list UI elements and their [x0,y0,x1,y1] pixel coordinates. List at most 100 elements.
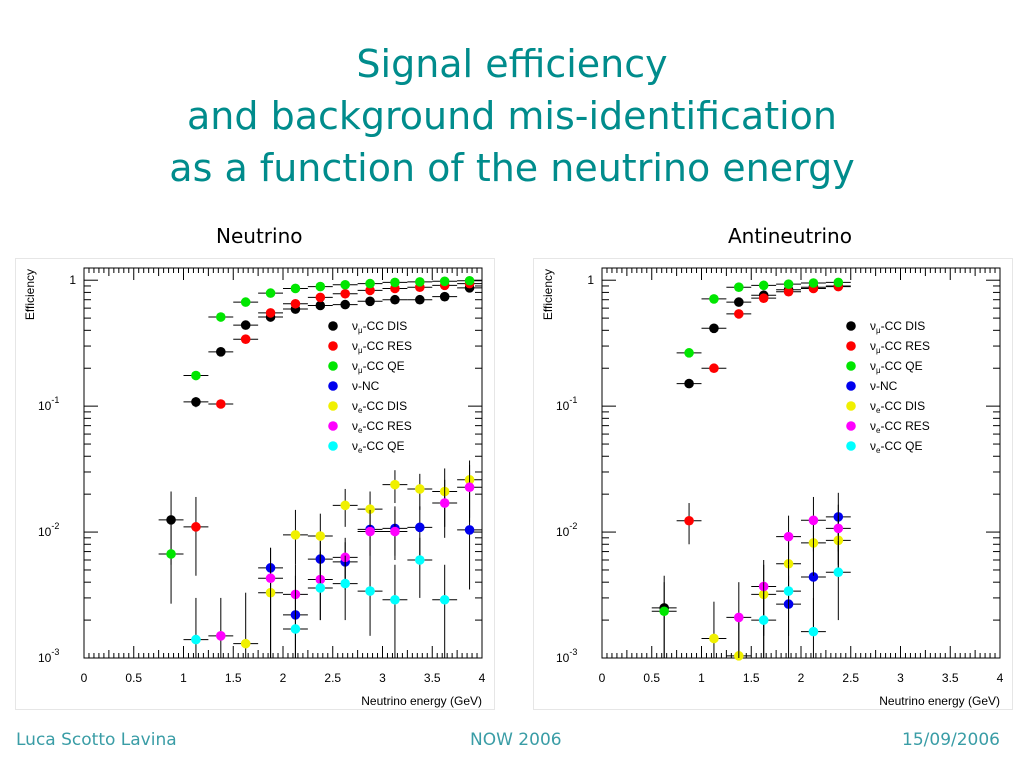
data-point [166,549,176,559]
y-tick-label: 10-2 [38,521,59,539]
x-axis-label: Neutrino energy (GeV) [879,694,1000,708]
y-tick-label: 10-3 [556,647,577,665]
x-tick-label: 0 [81,671,88,685]
data-point [390,594,400,605]
x-tick-label: 1 [180,671,187,685]
x-tick-label: 3 [897,671,904,685]
legend-entry: νe-CC QE [870,439,922,455]
legend-marker [846,321,856,331]
legend-marker [328,441,338,451]
legend-entry: νμ-CC DIS [870,319,925,335]
data-point [439,291,450,302]
data-point [290,298,301,309]
data-point [315,292,326,303]
data-point [390,479,400,490]
data-point [340,500,350,511]
data-point [365,296,375,307]
legend-marker [328,421,338,431]
data-point [340,299,350,310]
legend-entry: νe-CC DIS [352,399,407,415]
footer-date: 15/09/2006 [902,730,1000,750]
title-line-1: Signal efficiency [356,42,668,86]
data-point [340,288,350,299]
x-tick-label: 3 [379,671,386,685]
data-point [833,567,844,578]
data-point [240,638,251,649]
legend-marker [846,381,856,391]
data-point [315,281,326,292]
data-point [191,370,201,381]
legend-entry: νμ-CC QE [352,359,405,375]
legend-marker [846,341,856,351]
data-point [808,626,819,637]
legend-entry: νμ-CC DIS [352,319,407,335]
chart-background [533,258,1013,710]
data-point [734,282,744,292]
x-tick-label: 1.5 [743,671,760,685]
data-point [808,572,819,582]
data-point [464,525,475,535]
y-tick-label: 10-2 [556,521,577,539]
x-tick-label: 2.5 [842,671,859,685]
data-point [709,363,719,374]
data-point [216,312,226,322]
data-point [684,348,694,358]
y-axis-label: Efficiency [23,269,37,320]
data-point [833,277,844,288]
data-point [758,293,769,303]
data-point [833,523,844,534]
x-tick-label: 0 [599,671,606,685]
data-point [240,334,251,345]
data-point [390,526,400,537]
data-point [709,323,719,334]
data-point [390,277,400,288]
data-point [315,583,326,593]
x-tick-label: 4 [997,671,1004,685]
y-tick-label: 10-1 [38,395,59,413]
slide-title: Signal efficiency and background mis-ide… [0,38,1024,194]
data-point [415,294,425,305]
data-point [684,515,694,526]
data-point [290,624,301,634]
data-point [734,297,744,307]
footer-author: Luca Scotto Lavina [16,730,177,750]
data-point [191,522,201,532]
x-tick-label: 4 [479,671,486,685]
antineutrino-efficiency-chart: 0 0.5 1 1.5 2 2.5 3 3.5 4 1 10-1 10-2 10-3 Neutrino e… [533,258,1013,710]
data-point [365,504,375,514]
y-tick-label: 1 [587,273,594,287]
data-point [415,555,425,565]
data-point [315,531,326,541]
legend-entry: ν-NC [870,379,898,393]
series-group [726,496,851,658]
x-tick-label: 1.5 [225,671,242,685]
series-group [158,275,482,604]
data-point [808,278,819,288]
data-point [783,586,794,596]
series-group [751,540,851,658]
data-point [240,320,251,330]
footer-event: NOW 2006 [470,730,562,750]
y-tick-label: 10-1 [556,395,577,413]
data-point [191,397,201,407]
data-point [709,294,719,304]
data-point [265,308,276,318]
legend-entry: νμ-CC RES [870,339,930,355]
x-tick-label: 1 [698,671,705,685]
data-point [240,297,251,307]
data-point [340,578,350,589]
data-point [684,378,694,389]
y-tick-label: 10-3 [38,647,59,665]
chart-background [15,258,495,710]
data-point [290,283,301,294]
legend-marker [328,361,338,371]
legend-marker [846,421,856,431]
data-point [439,276,450,287]
legend-entry: νe-CC QE [352,439,404,455]
data-point [216,631,226,641]
data-point [315,300,326,311]
data-point [758,280,769,291]
data-point [734,309,744,319]
data-point [808,515,819,526]
series-group [651,277,851,658]
